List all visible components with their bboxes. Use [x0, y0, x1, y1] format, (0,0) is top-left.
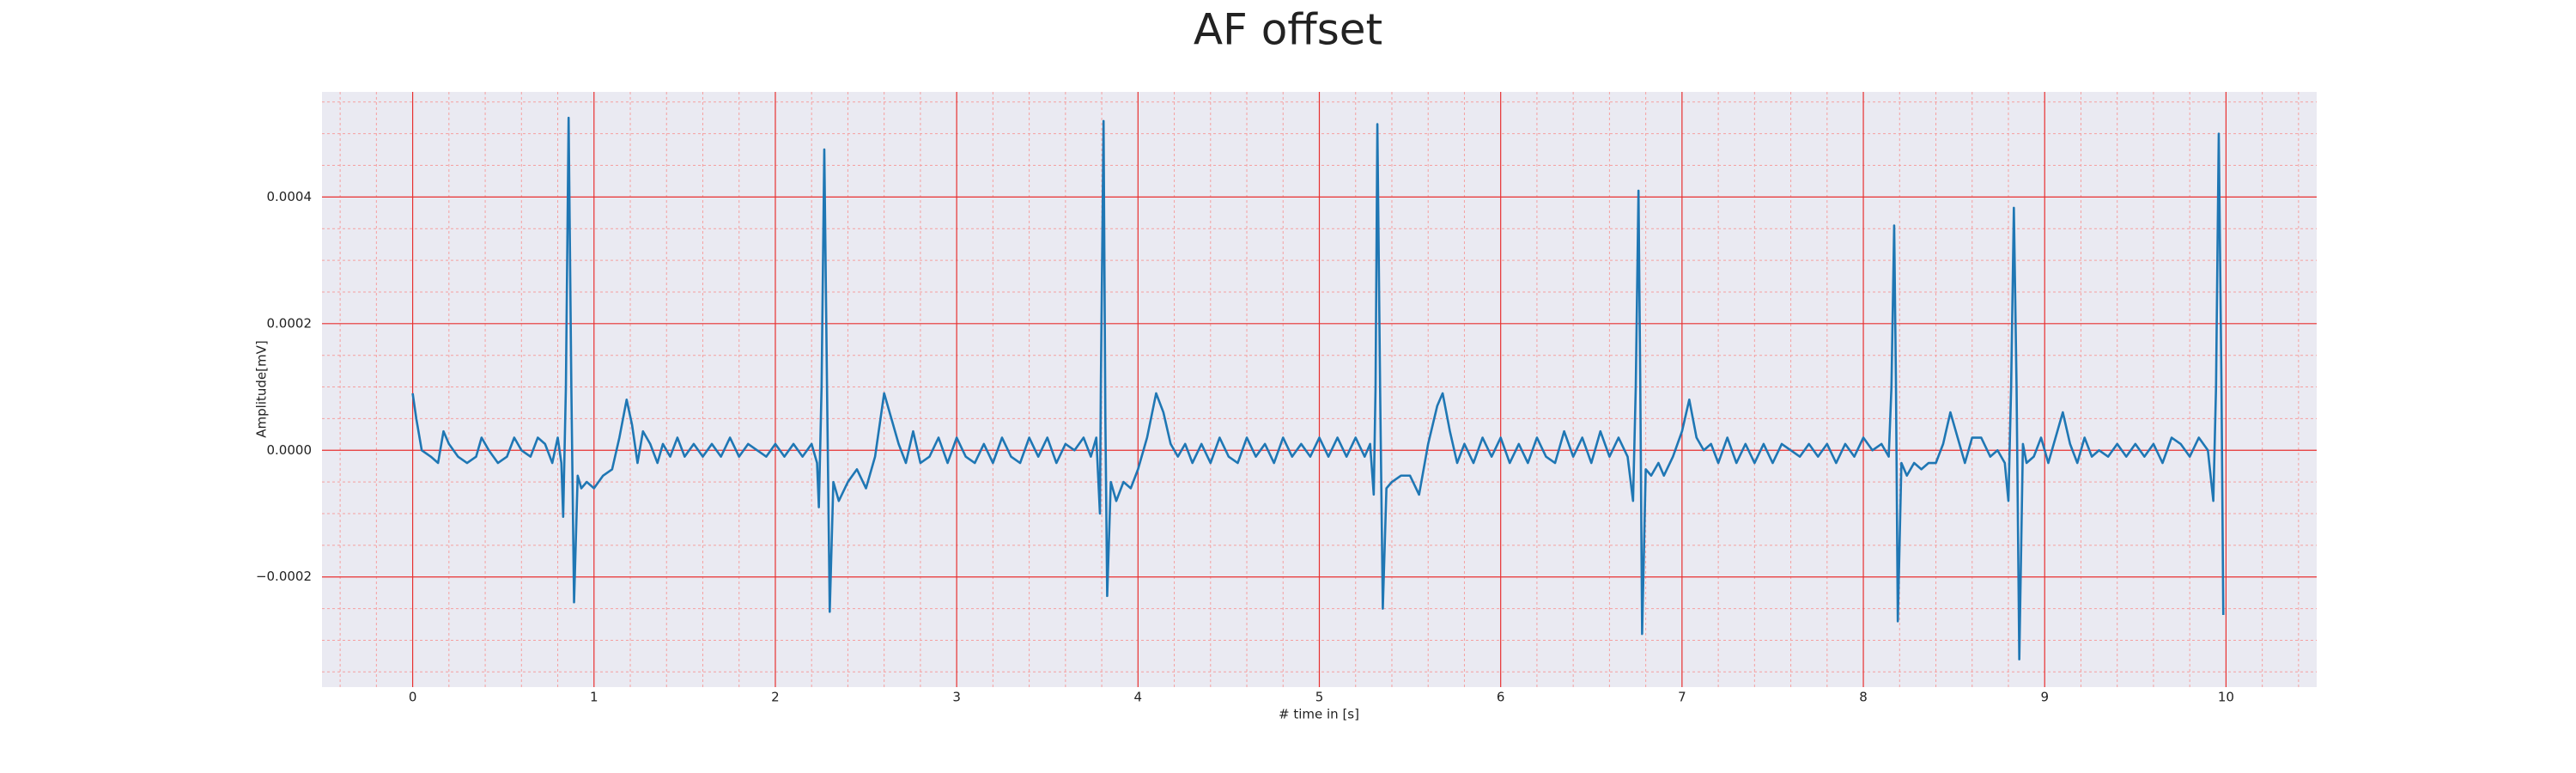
signal-line: [411, 116, 2225, 660]
x-tick-label: 0: [409, 690, 417, 705]
x-tick-label: 1: [590, 690, 598, 705]
x-tick-label: 4: [1134, 690, 1143, 705]
y-tick-label: 0.0002: [267, 315, 313, 331]
x-axis-label: # time in [s]: [1279, 707, 1359, 722]
y-tick-label: −0.0002: [256, 569, 312, 584]
x-tick-label: 10: [2218, 690, 2234, 705]
x-tick-label: 7: [1678, 690, 1686, 705]
x-tick-label: 8: [1859, 690, 1868, 705]
chart-title: AF offset: [1194, 5, 1382, 55]
x-tick-label: 5: [1315, 690, 1324, 705]
y-tick-label: 0.0000: [267, 442, 313, 458]
x-tick-label: 9: [2040, 690, 2049, 705]
y-tick-label: 0.0004: [267, 189, 313, 204]
y-axis-label: Amplitude[mV]: [254, 340, 270, 437]
x-tick-label: 6: [1497, 690, 1505, 705]
x-tick-label: 3: [952, 690, 961, 705]
x-tick-label: 2: [771, 690, 780, 705]
